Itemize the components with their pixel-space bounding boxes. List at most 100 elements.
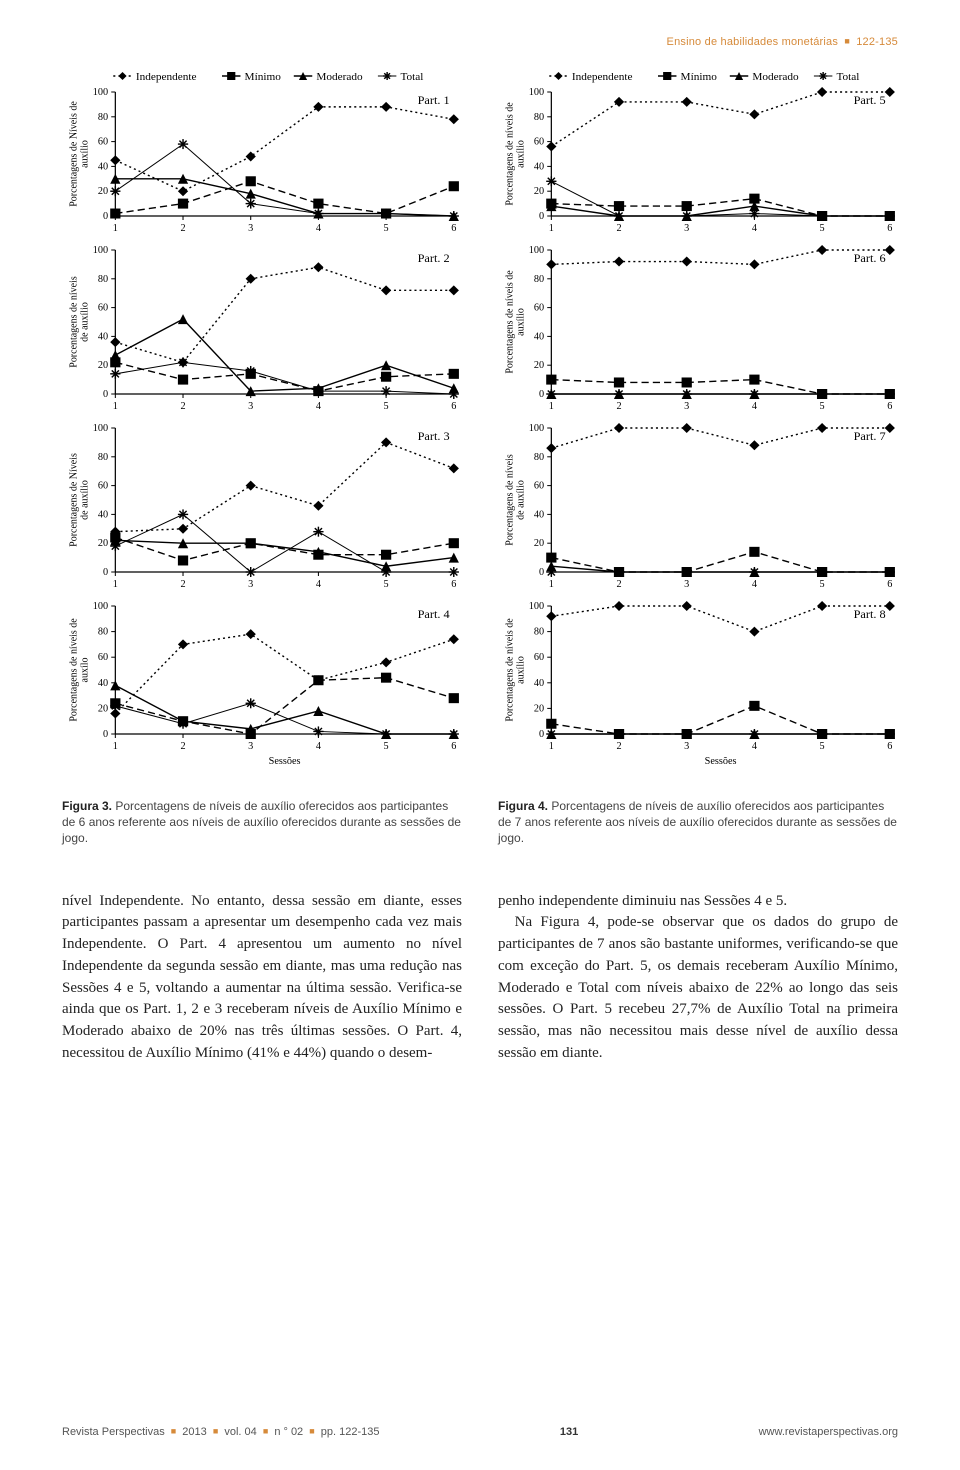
chart-panel: 020406080100123456Porcentagens de níveis… — [62, 600, 462, 770]
svg-text:1: 1 — [113, 401, 118, 412]
footer-journal-name: Revista Perspectivas — [62, 1426, 165, 1438]
svg-text:6: 6 — [887, 223, 892, 234]
svg-text:5: 5 — [384, 579, 389, 590]
svg-text:5: 5 — [820, 223, 825, 234]
svg-text:0: 0 — [103, 729, 108, 740]
svg-text:20: 20 — [98, 538, 108, 549]
chart-panel: 020406080100123456Porcentagens de Níveis… — [62, 66, 462, 236]
svg-text:4: 4 — [316, 401, 321, 412]
svg-text:Independente: Independente — [572, 71, 633, 83]
svg-text:Porcentagens de níveis de: Porcentagens de níveis de — [504, 270, 515, 374]
svg-text:80: 80 — [534, 452, 544, 463]
svg-text:100: 100 — [93, 601, 108, 612]
svg-text:Moderado: Moderado — [752, 71, 799, 83]
caption-text: Porcentagens de níveis de auxílio oferec… — [62, 799, 461, 845]
chart-panel: 020406080100123456Porcentagens de níveis… — [498, 422, 898, 592]
svg-text:Porcentagens de níveis de: Porcentagens de níveis de — [68, 618, 79, 722]
svg-text:6: 6 — [887, 401, 892, 412]
svg-text:6: 6 — [451, 579, 456, 590]
svg-text:Porcentagens de Níveis de: Porcentagens de Níveis de — [68, 101, 79, 207]
svg-text:6: 6 — [451, 401, 456, 412]
svg-text:Moderado: Moderado — [316, 71, 363, 83]
svg-text:20: 20 — [534, 704, 544, 715]
svg-text:80: 80 — [534, 274, 544, 285]
svg-text:1: 1 — [549, 401, 554, 412]
page-number: 131 — [560, 1426, 578, 1438]
svg-text:60: 60 — [534, 303, 544, 314]
svg-text:6: 6 — [887, 579, 892, 590]
svg-text:40: 40 — [534, 332, 544, 343]
svg-text:3: 3 — [248, 741, 253, 752]
svg-text:Porcentagens de níveis: Porcentagens de níveis — [504, 454, 515, 546]
svg-text:Part. 1: Part. 1 — [418, 93, 450, 107]
svg-text:1: 1 — [549, 741, 554, 752]
svg-text:4: 4 — [752, 741, 757, 752]
svg-text:1: 1 — [113, 741, 118, 752]
svg-text:60: 60 — [98, 137, 108, 148]
svg-text:5: 5 — [384, 741, 389, 752]
svg-text:Part. 5: Part. 5 — [854, 93, 886, 107]
svg-text:0: 0 — [103, 389, 108, 400]
separator-square: ■ — [841, 36, 853, 46]
svg-text:Total: Total — [400, 71, 423, 83]
svg-text:100: 100 — [93, 87, 108, 98]
svg-text:0: 0 — [539, 211, 544, 222]
svg-text:2: 2 — [180, 741, 185, 752]
svg-text:Part. 3: Part. 3 — [418, 429, 450, 443]
svg-text:de auxílio: de auxílio — [80, 302, 91, 342]
svg-text:100: 100 — [93, 423, 108, 434]
svg-text:20: 20 — [534, 186, 544, 197]
svg-text:auxílio: auxílio — [516, 308, 527, 336]
svg-text:2: 2 — [616, 223, 621, 234]
chart-panel: 020406080100123456Porcentagens de Níveis… — [62, 422, 462, 592]
svg-text:5: 5 — [384, 223, 389, 234]
svg-text:3: 3 — [248, 401, 253, 412]
svg-text:40: 40 — [98, 332, 108, 343]
svg-text:0: 0 — [103, 211, 108, 222]
svg-text:1: 1 — [113, 223, 118, 234]
svg-text:80: 80 — [98, 627, 108, 638]
running-head-pages: 122-135 — [856, 36, 898, 48]
caption-label: Figura 3. — [62, 799, 112, 813]
svg-text:Part. 6: Part. 6 — [854, 251, 886, 265]
svg-text:2: 2 — [180, 401, 185, 412]
svg-text:1: 1 — [549, 579, 554, 590]
svg-text:Independente: Independente — [136, 71, 197, 83]
svg-text:Part. 8: Part. 8 — [854, 607, 886, 621]
footer-pp: pp. 122-135 — [321, 1426, 380, 1438]
svg-text:5: 5 — [820, 401, 825, 412]
svg-text:3: 3 — [684, 401, 689, 412]
svg-text:100: 100 — [529, 601, 544, 612]
footer-vol: vol. 04 — [224, 1426, 256, 1438]
caption-fig-4: Figura 4. Porcentagens de níveis de auxí… — [498, 798, 898, 847]
chart-panel: 020406080100123456Porcentagens de níveis… — [498, 66, 898, 236]
svg-text:4: 4 — [316, 741, 321, 752]
svg-text:100: 100 — [529, 87, 544, 98]
svg-text:100: 100 — [93, 245, 108, 256]
svg-text:60: 60 — [534, 481, 544, 492]
svg-text:Porcentagens de níveis de: Porcentagens de níveis de — [504, 102, 515, 206]
svg-text:40: 40 — [98, 510, 108, 521]
svg-text:20: 20 — [534, 538, 544, 549]
svg-text:60: 60 — [534, 137, 544, 148]
svg-text:80: 80 — [534, 627, 544, 638]
svg-text:4: 4 — [752, 401, 757, 412]
svg-text:5: 5 — [820, 741, 825, 752]
svg-text:Porcentagens de níveis de: Porcentagens de níveis de — [504, 618, 515, 722]
svg-text:de auxílio: de auxílio — [80, 480, 91, 520]
svg-text:Part. 2: Part. 2 — [418, 251, 450, 265]
svg-text:0: 0 — [103, 567, 108, 578]
svg-text:Mínimo: Mínimo — [681, 71, 718, 83]
footer-url: www.revistaperspectivas.org — [759, 1426, 898, 1438]
svg-text:40: 40 — [534, 510, 544, 521]
svg-text:auxílio: auxílio — [80, 140, 91, 168]
footer-journal: Revista Perspectivas ■ 2013 ■ vol. 04 ■ … — [62, 1426, 379, 1438]
svg-text:3: 3 — [684, 579, 689, 590]
svg-text:20: 20 — [534, 360, 544, 371]
svg-text:4: 4 — [752, 223, 757, 234]
svg-text:6: 6 — [887, 741, 892, 752]
svg-text:40: 40 — [534, 678, 544, 689]
svg-text:0: 0 — [539, 729, 544, 740]
svg-text:Total: Total — [836, 71, 859, 83]
svg-text:2: 2 — [180, 223, 185, 234]
